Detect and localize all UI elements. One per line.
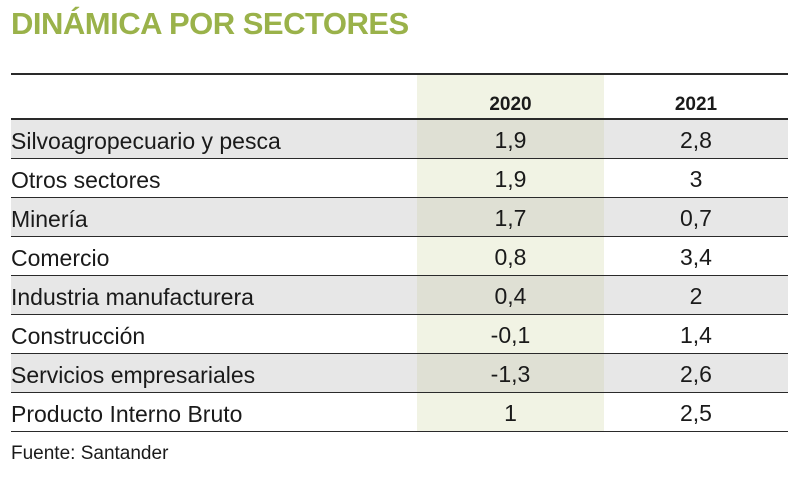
row-label: Servicios empresariales xyxy=(11,362,256,388)
row-label: Otros sectores xyxy=(11,167,161,193)
column-header-2021: 2021 xyxy=(674,94,718,115)
table-row: Minería 1,7 0,7 xyxy=(11,198,788,237)
row-label: Producto Interno Bruto xyxy=(11,401,243,427)
row-label: Silvoagropecuario y pesca xyxy=(11,128,281,154)
cell-2020: 1 xyxy=(504,400,517,426)
table-header: 2020 2021 xyxy=(11,75,788,120)
cell-2021: 2,8 xyxy=(680,127,712,153)
table-row: Comercio 0,8 3,4 xyxy=(11,237,788,276)
table-row: Otros sectores 1,9 3 xyxy=(11,159,788,198)
cell-2021: 2 xyxy=(689,283,703,309)
table-body: Silvoagropecuario y pesca 1,9 2,8 Otros sec… xyxy=(11,120,788,432)
cell-2020: 1,9 xyxy=(417,120,604,158)
cell-2021: 2,5 xyxy=(680,400,712,426)
table-row: Construcción -0,1 1,4 xyxy=(11,315,788,354)
cell-2021: 1,4 xyxy=(680,322,712,348)
table-row: Producto Interno Bruto 1 2,5 xyxy=(11,393,788,432)
cell-2020: 0,4 xyxy=(417,276,604,314)
table-row: Servicios empresariales -1,3 2,6 xyxy=(11,354,788,393)
cell-2020: 1,9 xyxy=(494,166,527,192)
cell-2020: -0,1 xyxy=(490,322,531,348)
cell-2021: 3 xyxy=(689,166,703,192)
cell-2021: 3,4 xyxy=(680,244,712,270)
cell-2020: 1,7 xyxy=(417,198,604,236)
row-label: Industria manufacturera xyxy=(11,284,254,310)
cell-2021: 2,6 xyxy=(680,361,712,387)
cell-2021: 0,7 xyxy=(680,205,712,231)
row-label: Comercio xyxy=(11,245,110,271)
table-row: Silvoagropecuario y pesca 1,9 2,8 xyxy=(11,120,788,159)
column-header-2020: 2020 xyxy=(489,94,532,115)
source-note: Fuente: Santander xyxy=(11,443,169,464)
row-label: Construcción xyxy=(11,323,146,349)
cell-2020: -1,3 xyxy=(417,354,604,392)
row-label: Minería xyxy=(11,206,88,232)
sector-table: 2020 2021 Silvoagropecuario y pesca 1,9 2,… xyxy=(11,73,788,432)
chart-title: DINÁMICA POR SECTORES xyxy=(11,6,409,41)
cell-2020: 0,8 xyxy=(494,244,527,270)
table-row: Industria manufacturera 0,4 2 xyxy=(11,276,788,315)
